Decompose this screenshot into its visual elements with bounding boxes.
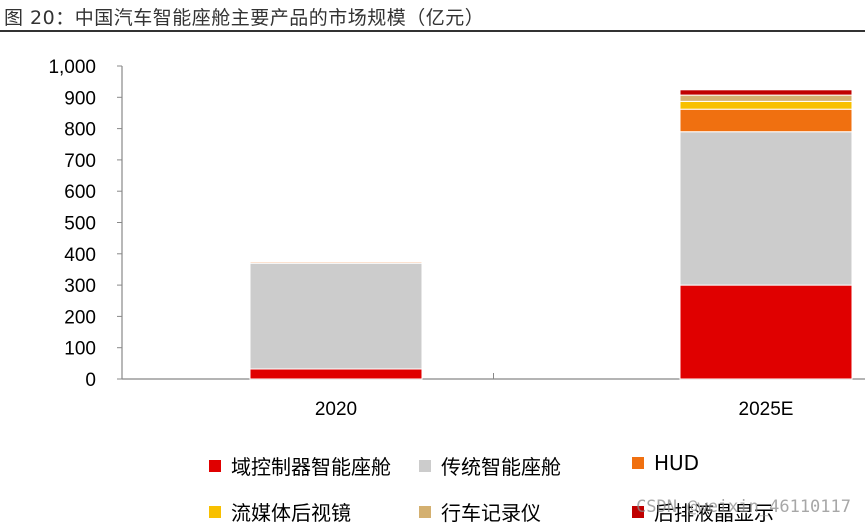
watermark: CSDN @weixin_46110117 (636, 497, 851, 517)
y-tick-label: 500 (64, 214, 96, 235)
y-tick-label: 1,000 (48, 57, 96, 78)
bar-segment (249, 368, 423, 380)
y-tick-label: 700 (64, 151, 96, 172)
bar-segment (679, 100, 853, 110)
y-tick-label: 900 (64, 88, 96, 109)
y-tick-label: 0 (85, 370, 96, 391)
y-tick-label: 600 (64, 182, 96, 203)
figure-title: 图 20：中国汽车智能座舱主要产品的市场规模（亿元） (4, 7, 485, 29)
y-tick-label: 200 (64, 307, 96, 328)
bar-segment (249, 262, 423, 370)
x-tick-label: 2025E (739, 399, 794, 420)
bar-segment (679, 89, 853, 96)
bar-segment (679, 108, 853, 133)
title-divider (0, 30, 865, 32)
y-tick-label: 100 (64, 339, 96, 360)
x-tick-label: 2020 (315, 399, 357, 420)
y-tick-label: 800 (64, 120, 96, 141)
bar-segment (679, 94, 853, 102)
bar-segment (679, 131, 853, 286)
y-tick-label: 400 (64, 245, 96, 266)
y-tick-label: 300 (64, 276, 96, 297)
bar-segment (679, 284, 853, 380)
